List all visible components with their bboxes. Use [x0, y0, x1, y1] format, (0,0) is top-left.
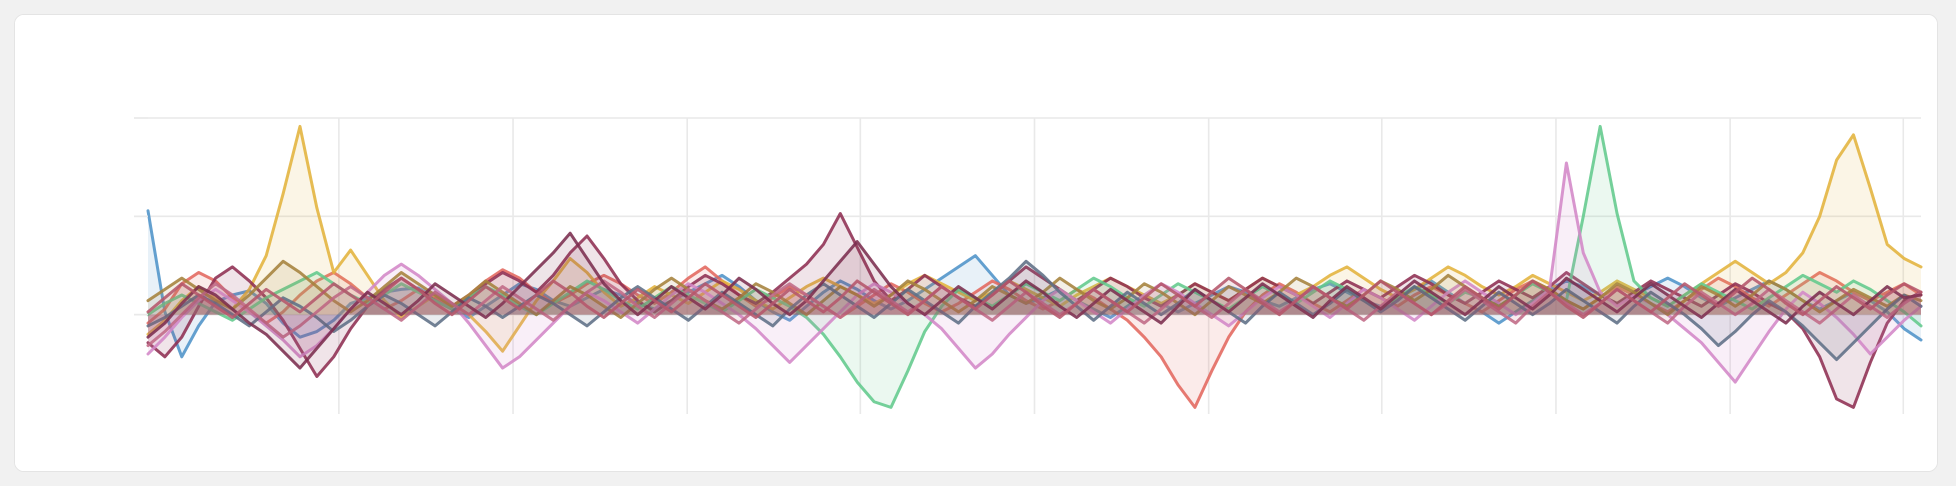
chart-plot-area: offset (µs) 140700-70 17:4417:4517:4617:…: [15, 15, 1937, 471]
clock-offset-card: Clock Offset i offset (µs) 140700-70 17:…: [14, 14, 1938, 472]
line-chart-svg: [15, 15, 1937, 471]
